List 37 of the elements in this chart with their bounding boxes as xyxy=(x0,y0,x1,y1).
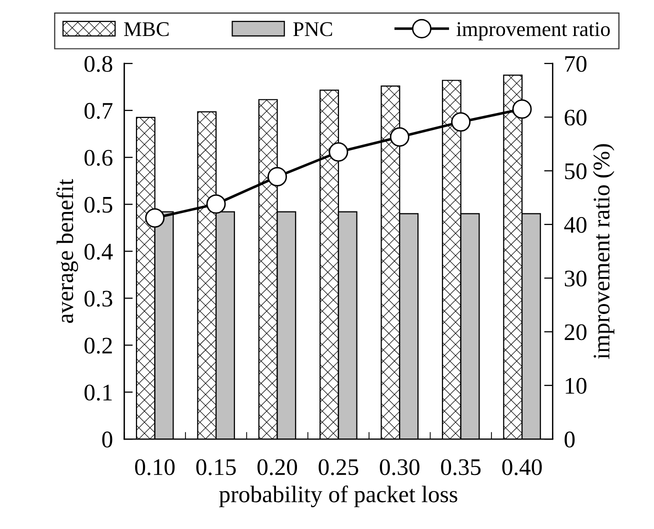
x-tick-label: 0.15 xyxy=(196,459,236,476)
y2-tick-label: 30 xyxy=(564,270,586,287)
x-axis-title: probability of packet loss xyxy=(219,485,458,508)
x-tick-label: 0.10 xyxy=(135,459,175,476)
point xyxy=(328,142,348,162)
point xyxy=(390,127,410,147)
y-tick-label: 0.6 xyxy=(84,150,112,166)
x-tick-label: 0.20 xyxy=(257,459,298,476)
y-tick-label: 0.2 xyxy=(84,338,112,354)
point xyxy=(206,194,226,214)
y-tick-label: 0.1 xyxy=(84,384,112,401)
y2-tick-label: 60 xyxy=(564,110,586,126)
x-tick-label: 0.35 xyxy=(441,459,481,476)
x-tick-label: 0.25 xyxy=(318,459,358,476)
y-tick-label: 0.5 xyxy=(84,196,112,213)
legend-label: improvement ratio xyxy=(456,22,610,40)
y2-axis-title: improvement ratio (%) xyxy=(592,144,614,359)
y2-tick-label: 0 xyxy=(564,432,575,448)
y2-tick-label: 50 xyxy=(565,163,586,180)
y-axis-title: average benefit xyxy=(56,178,78,323)
y-tick-label: 0.7 xyxy=(84,102,112,119)
point xyxy=(268,166,287,186)
x-tick-label: 0.40 xyxy=(502,459,542,476)
x-tick-label: 0.30 xyxy=(380,459,420,476)
y-tick-label: 0.3 xyxy=(84,290,112,307)
legend-label: MBC xyxy=(124,22,169,36)
y2-tick-label: 20 xyxy=(564,324,586,340)
y2-tick-label: 40 xyxy=(564,216,586,233)
point xyxy=(145,208,165,228)
y-tick-label: 0.8 xyxy=(84,56,112,72)
point xyxy=(451,112,471,132)
legend-label: PNC xyxy=(293,22,332,36)
point xyxy=(512,99,532,119)
y2-tick-label: 10 xyxy=(566,378,586,394)
y-tick-label: 0.4 xyxy=(84,244,113,260)
y-tick-label: 0 xyxy=(102,432,112,448)
y2-tick-label: 70 xyxy=(565,56,586,72)
